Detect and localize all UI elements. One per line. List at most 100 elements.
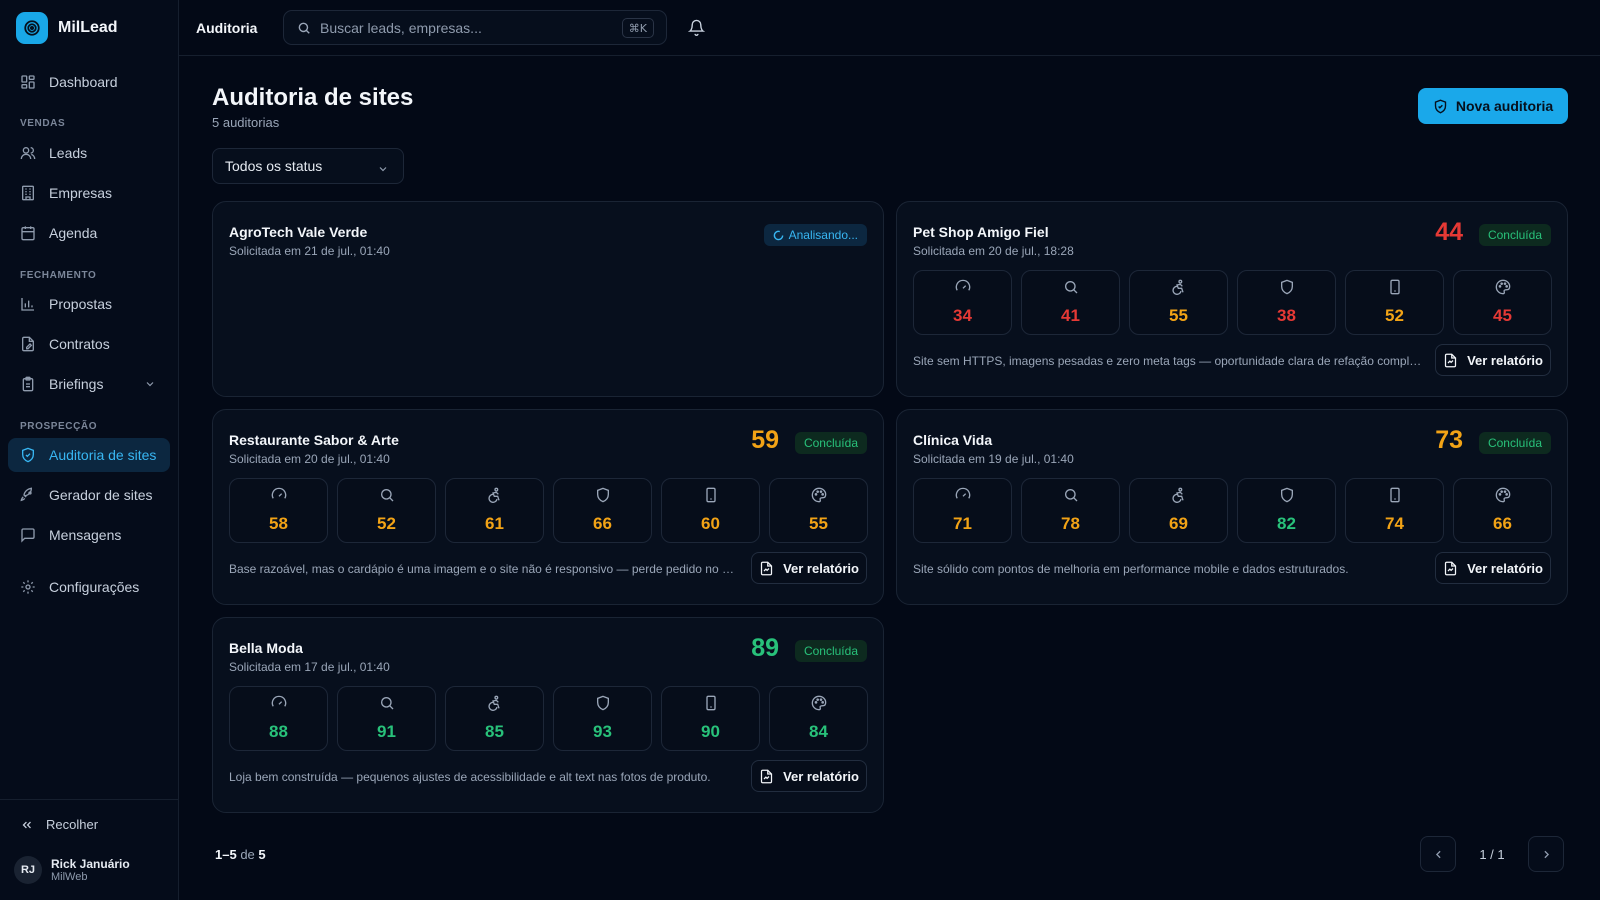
chevron-right-icon: [1540, 848, 1553, 861]
audit-summary: Loja bem construída — pequenos ajustes d…: [229, 770, 739, 784]
bell-icon[interactable]: [688, 19, 705, 36]
status-filter-select[interactable]: Todos os status: [212, 148, 404, 184]
audit-card[interactable]: AgroTech Vale Verde Solicitada em 21 de …: [212, 201, 884, 397]
metric-grid: 58 52 61 66 60 55: [229, 478, 868, 543]
sidebar-item-label: Auditoria de sites: [49, 447, 156, 463]
status-filter-value: Todos os status: [225, 158, 322, 174]
sidebar-item-agenda[interactable]: Agenda: [8, 216, 170, 250]
dashboard-icon: [20, 74, 36, 90]
collapse-label: Recolher: [46, 817, 98, 832]
search-icon: [297, 21, 311, 35]
metric-score: 85: [446, 722, 543, 742]
message-icon: [20, 527, 36, 543]
breadcrumb: Auditoria: [196, 20, 257, 36]
file-edit-icon: [20, 336, 36, 352]
file-icon: [759, 561, 774, 576]
accessibility-icon: [487, 487, 503, 503]
file-icon: [759, 769, 774, 784]
metric-score: 93: [554, 722, 651, 742]
audit-date: Solicitada em 19 de jul., 01:40: [913, 452, 1074, 466]
search-icon: [1063, 279, 1079, 295]
audit-company-name: Clínica Vida: [913, 432, 992, 448]
user-profile[interactable]: RJ Rick Januário MilWeb: [14, 856, 130, 884]
chevron-down-icon[interactable]: [144, 378, 156, 390]
metric-tile: 38: [1237, 270, 1336, 335]
audit-date: Solicitada em 17 de jul., 01:40: [229, 660, 390, 674]
audit-company-name: AgroTech Vale Verde: [229, 224, 367, 240]
metric-tile: 52: [1345, 270, 1444, 335]
view-report-button[interactable]: Ver relatório: [751, 760, 867, 792]
shield-icon: [1279, 279, 1295, 295]
chevrons-left-icon: [20, 818, 34, 832]
gear-icon: [20, 579, 36, 595]
status-badge: Concluída: [1479, 224, 1551, 246]
gauge-icon: [955, 487, 971, 503]
metric-score: 52: [1346, 306, 1443, 326]
status-badge: Concluída: [795, 432, 867, 454]
user-name: Rick Januário: [51, 857, 130, 871]
view-report-label: Ver relatório: [1467, 353, 1543, 368]
audit-summary: Base razoável, mas o cardápio é uma imag…: [229, 562, 739, 576]
view-report-button[interactable]: Ver relatório: [1435, 552, 1551, 584]
sidebar-item-leads[interactable]: Leads: [8, 136, 170, 170]
metric-score: 84: [770, 722, 867, 742]
metric-score: 69: [1130, 514, 1227, 534]
metric-tile: 58: [229, 478, 328, 543]
audit-card[interactable]: Clínica Vida Solicitada em 19 de jul., 0…: [896, 409, 1568, 605]
metric-score: 60: [662, 514, 759, 534]
new-audit-button[interactable]: Nova auditoria: [1418, 88, 1568, 124]
metric-tile: 84: [769, 686, 868, 751]
sidebar-item-configuracoes[interactable]: Configurações: [8, 570, 170, 604]
metric-score: 55: [1130, 306, 1227, 326]
metric-score: 74: [1346, 514, 1443, 534]
collapse-button[interactable]: Recolher: [20, 817, 98, 832]
brand[interactable]: MilLead: [16, 12, 118, 44]
accessibility-icon: [1171, 279, 1187, 295]
metric-score: 90: [662, 722, 759, 742]
audit-count: 5 auditorias: [212, 115, 279, 130]
metric-score: 58: [230, 514, 327, 534]
metric-tile: 69: [1129, 478, 1228, 543]
section-fechamento: FECHAMENTO: [20, 270, 96, 281]
sidebar-item-mensagens[interactable]: Mensagens: [8, 518, 170, 552]
metric-score: 78: [1022, 514, 1119, 534]
next-page-button[interactable]: [1528, 836, 1564, 872]
sidebar-item-briefings[interactable]: Briefings: [8, 367, 170, 401]
search-box[interactable]: ⌘K: [283, 10, 667, 45]
sidebar-divider: [0, 799, 179, 800]
audit-card[interactable]: Restaurante Sabor & Arte Solicitada em 2…: [212, 409, 884, 605]
sidebar-item-label: Contratos: [49, 336, 110, 352]
loader-icon: [773, 230, 784, 241]
audit-company-name: Pet Shop Amigo Fiel: [913, 224, 1049, 240]
gauge-icon: [955, 279, 971, 295]
rocket-icon: [20, 487, 36, 503]
sidebar-item-label: Briefings: [49, 376, 103, 392]
sidebar-item-empresas[interactable]: Empresas: [8, 176, 170, 210]
sidebar-item-label: Mensagens: [49, 527, 121, 543]
overall-score: 89: [751, 634, 779, 663]
topbar: Auditoria ⌘K: [179, 0, 1600, 56]
audit-card[interactable]: Pet Shop Amigo Fiel Solicitada em 20 de …: [896, 201, 1568, 397]
sidebar-item-auditoria[interactable]: Auditoria de sites: [8, 438, 170, 472]
calendar-icon: [20, 225, 36, 241]
metric-score: 82: [1238, 514, 1335, 534]
search-input[interactable]: [320, 20, 610, 36]
view-report-button[interactable]: Ver relatório: [1435, 344, 1551, 376]
view-report-button[interactable]: Ver relatório: [751, 552, 867, 584]
status-badge: Concluída: [1479, 432, 1551, 454]
pagination-of: de: [240, 847, 254, 862]
metric-tile: 45: [1453, 270, 1552, 335]
prev-page-button[interactable]: [1420, 836, 1456, 872]
accessibility-icon: [487, 695, 503, 711]
shield-icon: [595, 487, 611, 503]
audit-card[interactable]: Bella Moda Solicitada em 17 de jul., 01:…: [212, 617, 884, 813]
smartphone-icon: [1387, 487, 1403, 503]
file-icon: [1443, 353, 1458, 368]
sidebar-item-gerador[interactable]: Gerador de sites: [8, 478, 170, 512]
sidebar-item-label: Configurações: [49, 579, 139, 595]
sidebar-item-contratos[interactable]: Contratos: [8, 327, 170, 361]
audit-date: Solicitada em 20 de jul., 18:28: [913, 244, 1074, 258]
sidebar-item-propostas[interactable]: Propostas: [8, 287, 170, 321]
smartphone-icon: [703, 487, 719, 503]
sidebar-item-dashboard[interactable]: Dashboard: [8, 65, 170, 99]
